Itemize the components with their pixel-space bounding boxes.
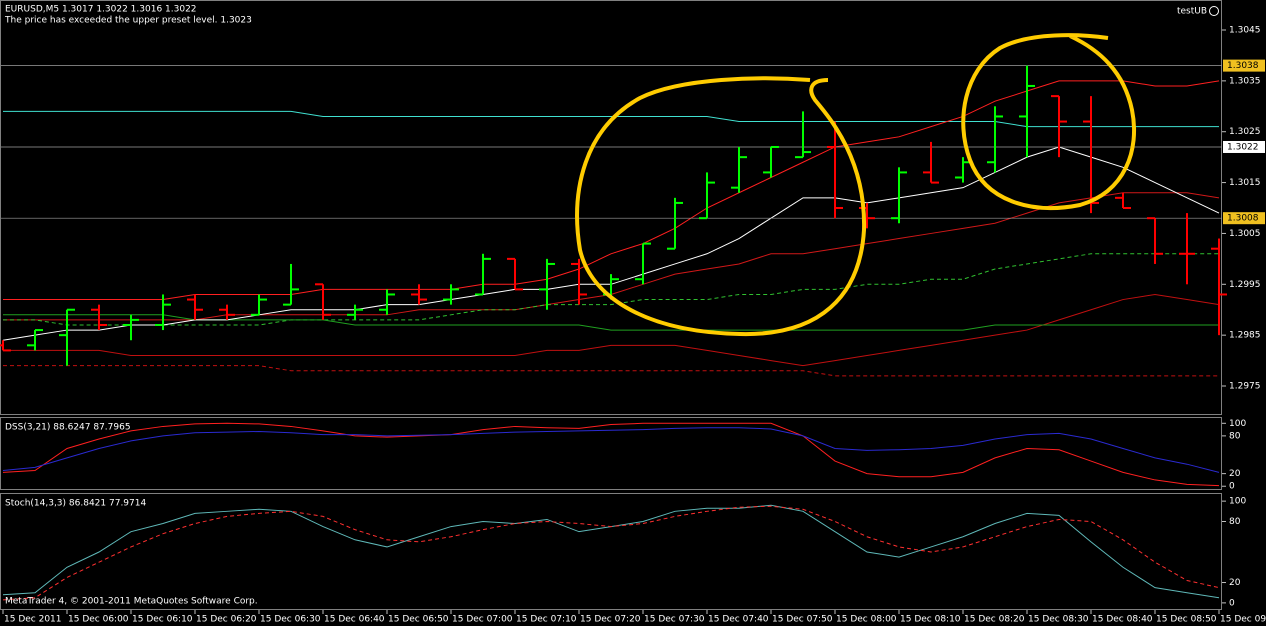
- price-level-box: [1223, 212, 1265, 225]
- footer-text: MetaTrader 4, © 2001-2011 MetaQuotes Sof…: [5, 597, 258, 607]
- expert-icon: [1209, 6, 1219, 16]
- indicator-line: [2, 422, 1220, 487]
- indicator-line: [3, 253, 1219, 326]
- y-tick-label: 1.2985: [1229, 331, 1261, 341]
- indicator-line: [3, 110, 1219, 128]
- plots: 1.3045 1.3035 1.3025 1.3015 1.3005 1.2995 1.29…: [0, 26, 1266, 625]
- indicator-line: [2, 146, 1220, 341]
- y-tick-label: 1.3015: [1229, 178, 1261, 188]
- y-tick-label: 1.3005: [1229, 229, 1261, 239]
- x-tick-label: 15 Dec 07:40: [708, 615, 769, 625]
- x-tick-label: 15 Dec 06:00: [68, 615, 129, 625]
- x-tick-label: 15 Dec 06:20: [196, 615, 257, 625]
- indicator-line: [3, 293, 1220, 367]
- x-tick-label: 15 Dec 07:10: [516, 615, 577, 625]
- y-tick-label: 20: [1229, 469, 1241, 479]
- indicator-line: [3, 80, 1220, 301]
- indicator-title: DSS(3,21) 88.6247 87.7965: [5, 423, 131, 433]
- x-tick-label: 15 Dec 08:40: [1092, 615, 1153, 625]
- expert-name: testUB: [1177, 7, 1207, 17]
- stoch-pane-frame: [0, 493, 1222, 610]
- x-tick-label: 15 Dec 2011: [4, 615, 62, 625]
- indicator-line: [3, 314, 1219, 331]
- indicator-line: [3, 365, 1219, 377]
- price-level-box: [1223, 59, 1265, 72]
- indicator-line: [2, 427, 1220, 473]
- y-tick-label: 1.3035: [1229, 76, 1261, 86]
- y-tick-label: 1.3025: [1229, 127, 1261, 137]
- indicator-title: Stoch(14,3,3) 86.8421 77.9714: [5, 499, 146, 509]
- x-tick-label: 15 Dec 06:10: [132, 615, 193, 625]
- x-tick-label: 15 Dec 08:00: [836, 615, 897, 625]
- x-tick-label: 15 Dec 06:40: [324, 615, 385, 625]
- x-tick-label: 15 Dec 08:30: [1028, 615, 1089, 625]
- chart-title: EURUSD,M5 1.3017 1.3022 1.3016 1.3022: [5, 5, 197, 15]
- x-tick-label: 15 Dec 07:50: [772, 615, 833, 625]
- x-tick-label: 15 Dec 07:00: [452, 615, 513, 625]
- y-tick-label: 0: [1229, 482, 1235, 492]
- y-tick-label: 1.2975: [1229, 382, 1261, 392]
- x-tick-label: 15 Dec 07:30: [644, 615, 705, 625]
- y-tick-label: 100: [1229, 419, 1246, 429]
- alert-text: The price has exceeded the upper preset …: [4, 16, 252, 26]
- price-level-label: 1.3008: [1227, 214, 1259, 224]
- y-tick-label: 20: [1229, 578, 1241, 588]
- main-pane-frame: [0, 0, 1222, 415]
- price-level-box: [1223, 140, 1265, 153]
- y-tick-label: 80: [1229, 517, 1241, 527]
- price-level-label: 1.3038: [1227, 61, 1259, 71]
- price-level-label: 1.3022: [1227, 142, 1259, 152]
- indicator-line: [3, 192, 1220, 321]
- x-tick-label: 15 Dec 07:20: [580, 615, 641, 625]
- dss-pane-frame: [0, 417, 1222, 490]
- indicator-line: [2, 504, 1220, 599]
- y-tick-label: 1.2995: [1229, 280, 1261, 290]
- indicator-line: [2, 505, 1220, 601]
- y-tick-label: 0: [1229, 598, 1235, 608]
- x-tick-label: 15 Dec 09:00: [1220, 615, 1266, 625]
- x-tick-label: 15 Dec 06:30: [260, 615, 321, 625]
- annotation-circle: [575, 76, 867, 337]
- y-tick-label: 80: [1229, 431, 1241, 441]
- y-tick-label: 100: [1229, 497, 1246, 507]
- x-tick-label: 15 Dec 08:20: [964, 615, 1025, 625]
- annotation-circle: [961, 33, 1137, 210]
- x-tick-label: 15 Dec 06:50: [388, 615, 449, 625]
- y-tick-label: 1.3045: [1229, 26, 1261, 36]
- x-tick-label: 15 Dec 08:50: [1156, 615, 1217, 625]
- x-tick-label: 15 Dec 08:10: [900, 615, 961, 625]
